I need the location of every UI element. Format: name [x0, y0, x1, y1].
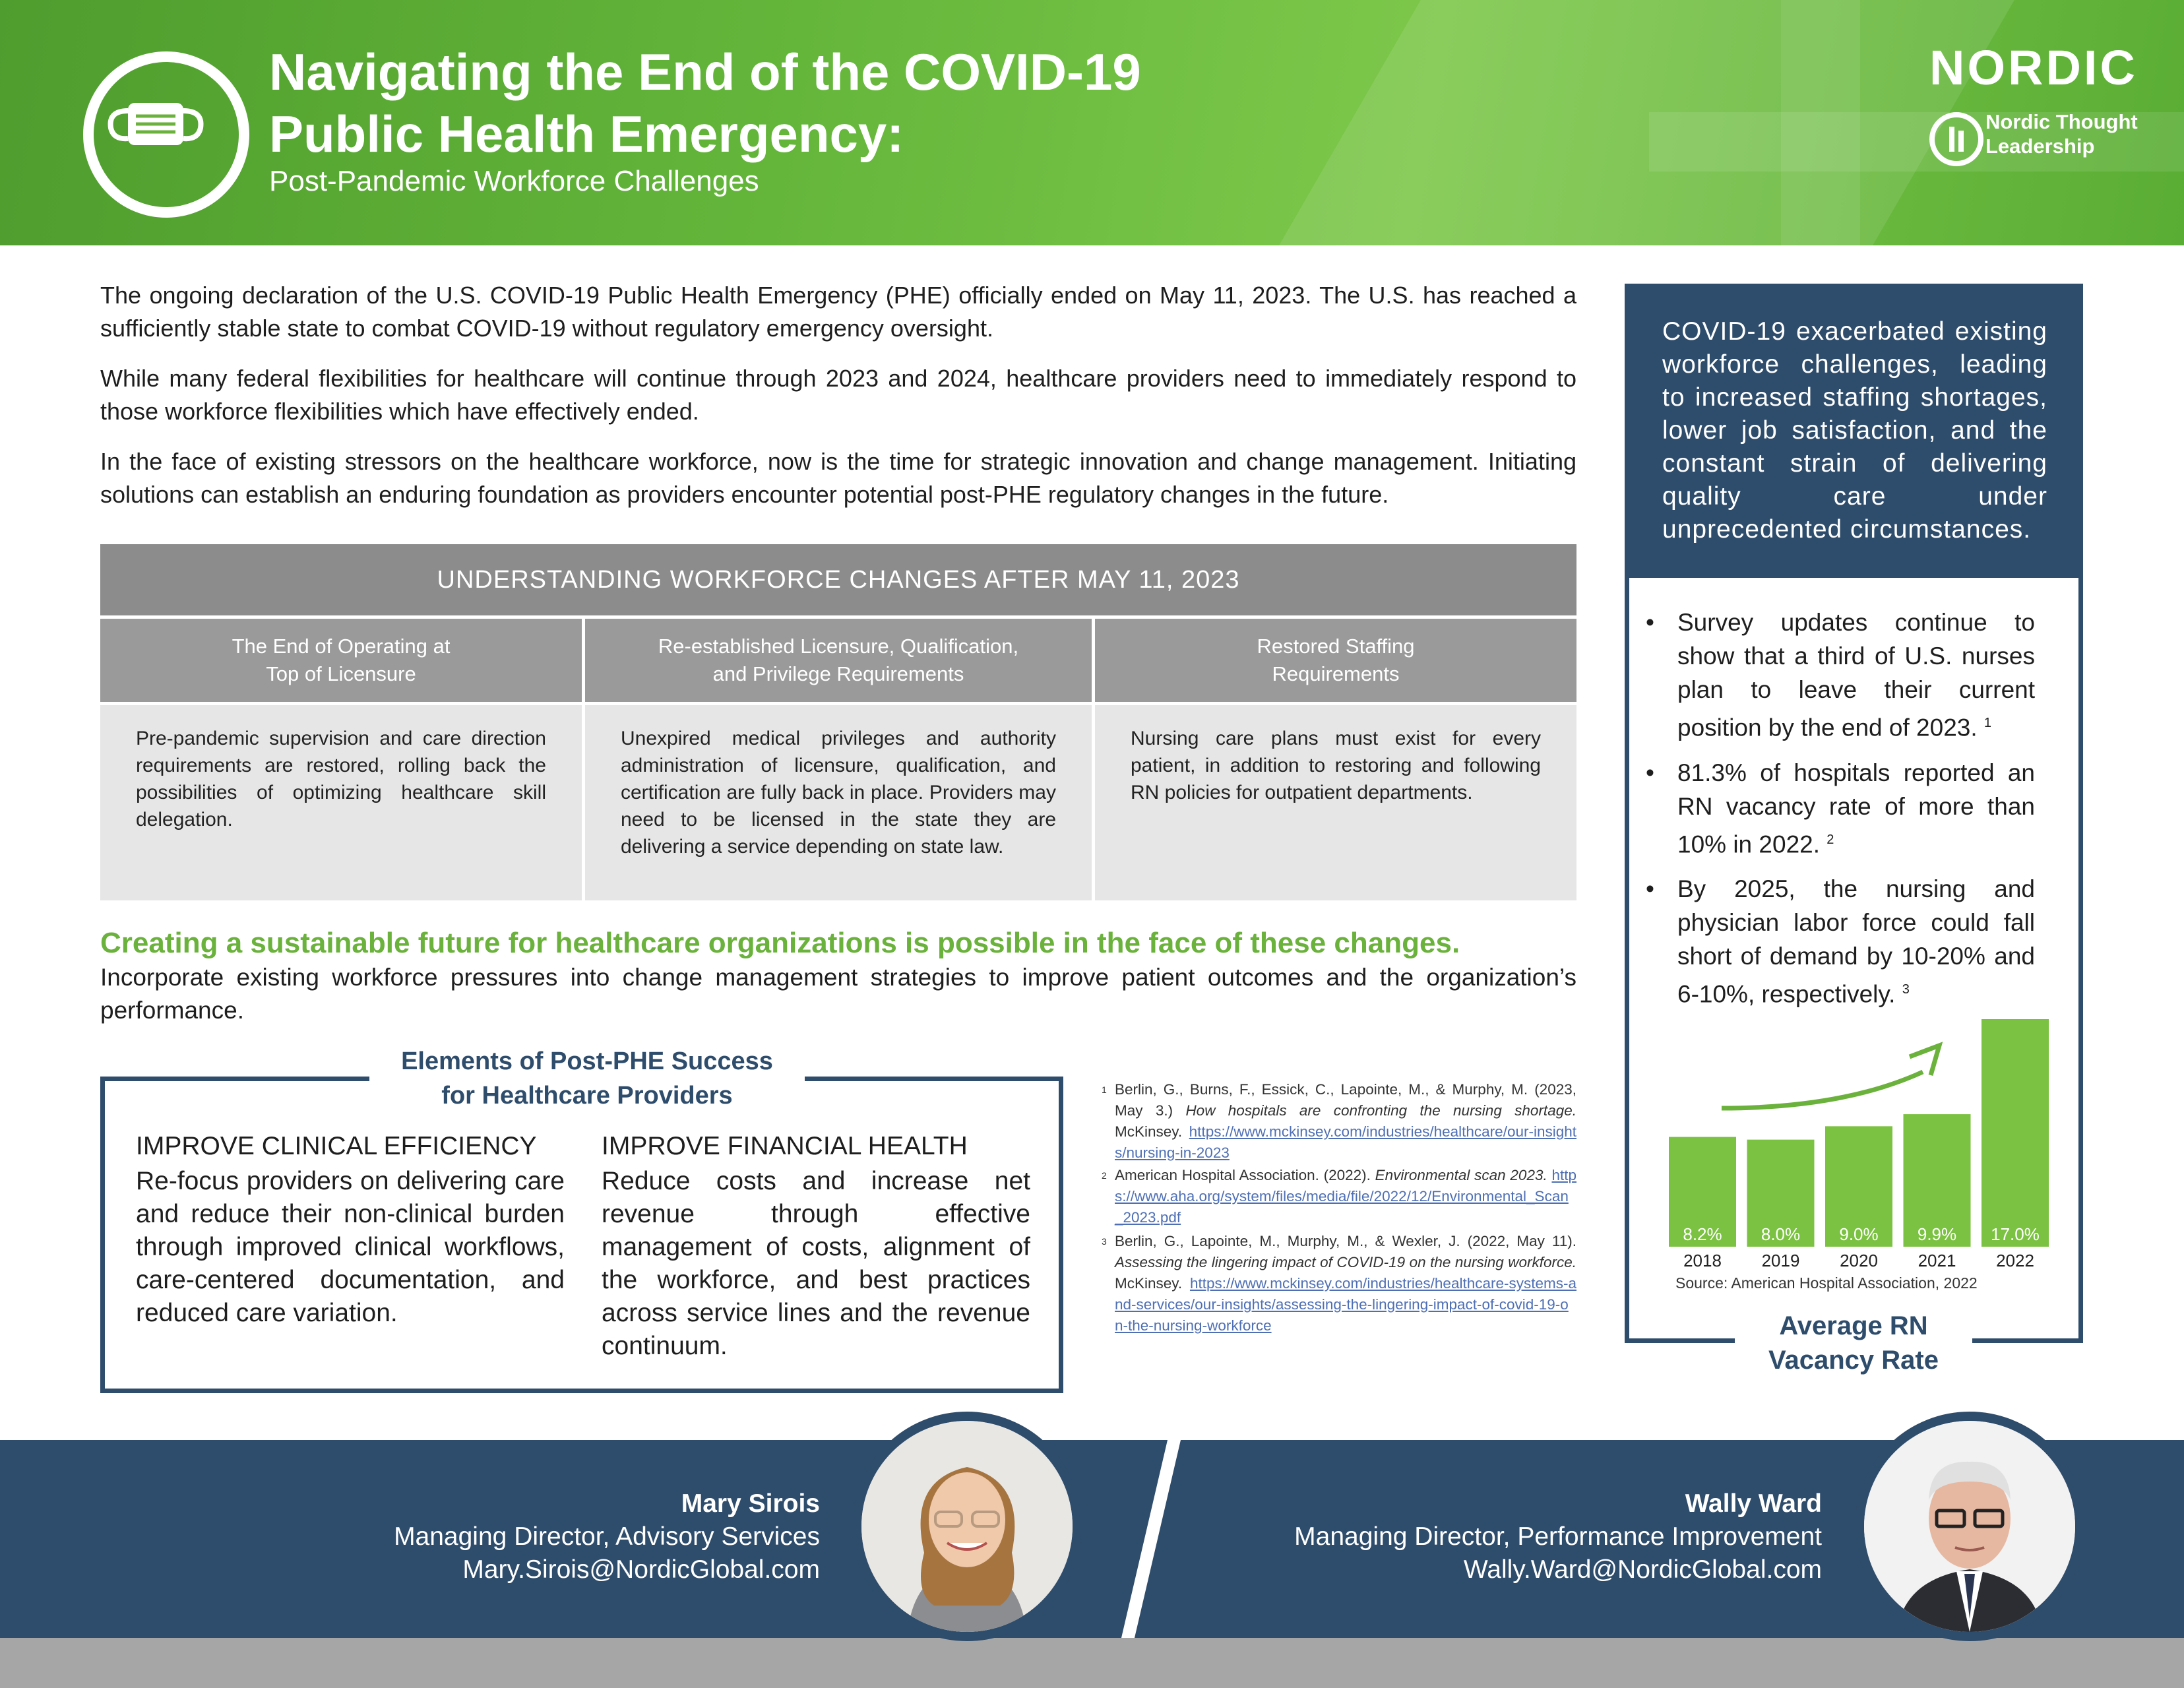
footer-strip [0, 1638, 2184, 1688]
contact-title: Managing Director, Advisory Services [394, 1522, 820, 1551]
footnote-link[interactable]: https://www.mckinsey.com/industries/heal… [1115, 1275, 1576, 1334]
intro-paragraph-2: While many federal flexibilities for hea… [100, 365, 1576, 425]
table-cell: Nursing care plans must exist for every … [1095, 705, 1576, 900]
page-subtitle: Post-Pandemic Workforce Challenges [269, 165, 759, 197]
sidebar-quote: COVID-19 exacerbated existing workforce … [1662, 317, 2047, 544]
contact-wally-ward: Wally Ward Managing Director, Performanc… [1121, 1487, 1822, 1586]
table-header-cell: Restored Staffing Requirements [1095, 619, 1576, 702]
page-title: Navigating the End of the COVID-19 Publi… [269, 43, 1141, 163]
footnote-1: 1 Berlin, G., Burns, F., Essick, C., Lap… [1102, 1081, 1576, 1161]
table-cell: Pre-pandemic supervision and care direct… [100, 705, 582, 900]
chart-value-label: 9.9% [1918, 1224, 1956, 1244]
chart-bar-2022 [1981, 1019, 2049, 1247]
chart-bar-2021 [1903, 1114, 1971, 1247]
contact-name: Wally Ward [1685, 1489, 1822, 1518]
face-mask-icon [83, 51, 249, 218]
chart-title: Average RN Vacancy Rate [1768, 1311, 1939, 1375]
contact-title: Managing Director, Performance Improveme… [1294, 1522, 1822, 1551]
table-header-cell: The End of Operating at Top of Licensure [100, 619, 582, 702]
table-cell: Unexpired medical privileges and authori… [585, 705, 1092, 900]
contact-email[interactable]: Wally.Ward@NordicGlobal.com [1463, 1555, 1822, 1584]
financial-health-block: IMPROVE FINANCIAL HEALTH Reduce costs an… [602, 1132, 1030, 1363]
workforce-changes-table: UNDERSTANDING WORKFORCE CHANGES AFTER MA… [100, 544, 1576, 900]
chart-value-label: 8.2% [1683, 1224, 1722, 1244]
financial-health-heading: IMPROVE FINANCIAL HEALTH [602, 1132, 968, 1160]
financial-health-body: Reduce costs and increase net revenue th… [602, 1167, 1030, 1360]
footer-band [0, 1440, 2184, 1638]
clinical-efficiency-heading: IMPROVE CLINICAL EFFICIENCY [136, 1132, 537, 1160]
footnote-2: 2 American Hospital Association. (2022).… [1102, 1167, 1576, 1226]
sustainable-heading: Creating a sustainable future for health… [100, 927, 1460, 959]
footnote-3: 3 Berlin, G., Lapointe, M., Murphy, M., … [1102, 1233, 1576, 1334]
chart-category-label: 2018 [1683, 1251, 1722, 1270]
table-title: UNDERSTANDING WORKFORCE CHANGES AFTER MA… [100, 544, 1576, 615]
thought-leadership-icon [1929, 112, 1983, 166]
chart-category-label: 2021 [1918, 1251, 1956, 1270]
header-banner [0, 0, 2184, 245]
stat-bullet: • 81.3% of hospitals reported an RN vacan… [1646, 759, 2035, 858]
chart-source: Source: American Hospital Association, 2… [1675, 1274, 1978, 1292]
chart-bar-2020 [1825, 1126, 1892, 1247]
stat-bullet: • Survey updates continue to show that a … [1646, 609, 2035, 741]
chart-value-label: 8.0% [1761, 1224, 1800, 1244]
table-header-cell: Re-established Licensure, Qualification,… [585, 619, 1092, 702]
chart-category-label: 2019 [1762, 1251, 1800, 1270]
contact-mary-sirois: Mary Sirois Managing Director, Advisory … [317, 1487, 820, 1586]
chart-value-label: 17.0% [1991, 1224, 2040, 1244]
thought-leadership-label: Nordic Thought Leadership [1985, 110, 2138, 158]
chart-category-label: 2020 [1840, 1251, 1878, 1270]
sustainable-body: Incorporate existing workforce pressures… [100, 964, 1576, 1024]
vacancy-rate-chart: 8.2% 2018 8.0% 2019 9.0% 2020 9.9% 2021 17.0% 202… [1669, 1019, 2049, 1270]
avatar [852, 1412, 1082, 1641]
avatar [1855, 1412, 2084, 1641]
clinical-efficiency-block: IMPROVE CLINICAL EFFICIENCY Re-focus pro… [136, 1132, 565, 1330]
footnote-link[interactable]: https://www.mckinsey.com/industries/heal… [1115, 1123, 1576, 1161]
intro-paragraph-1: The ongoing declaration of the U.S. COVI… [100, 282, 1576, 342]
contact-email[interactable]: Mary.Sirois@NordicGlobal.com [462, 1555, 820, 1584]
stat-bullet: • By 2025, the nursing and physician labo… [1646, 875, 2035, 1008]
nordic-logo: NORDIC [1929, 40, 2138, 95]
chart-category-label: 2022 [1996, 1251, 2034, 1270]
trend-arrow-head-icon [1908, 1042, 1943, 1076]
footer-divider [1121, 1440, 1181, 1638]
chart-value-label: 9.0% [1839, 1224, 1878, 1244]
contact-name: Mary Sirois [681, 1489, 820, 1518]
chart-bar-2018 [1669, 1137, 1736, 1247]
clinical-efficiency-body: Re-focus providers on delivering care an… [136, 1167, 565, 1327]
elements-title: Elements of Post-PHE Success for Healthc… [369, 1044, 805, 1113]
intro-paragraph-3: In the face of existing stressors on the… [100, 448, 1576, 508]
trend-arrow-icon [1721, 1069, 1924, 1111]
chart-bar-2019 [1747, 1139, 1815, 1247]
footnote-link[interactable]: https://www.aha.org/system/files/media/f… [1115, 1167, 1576, 1226]
sidebar-quote-panel [1625, 284, 2083, 578]
